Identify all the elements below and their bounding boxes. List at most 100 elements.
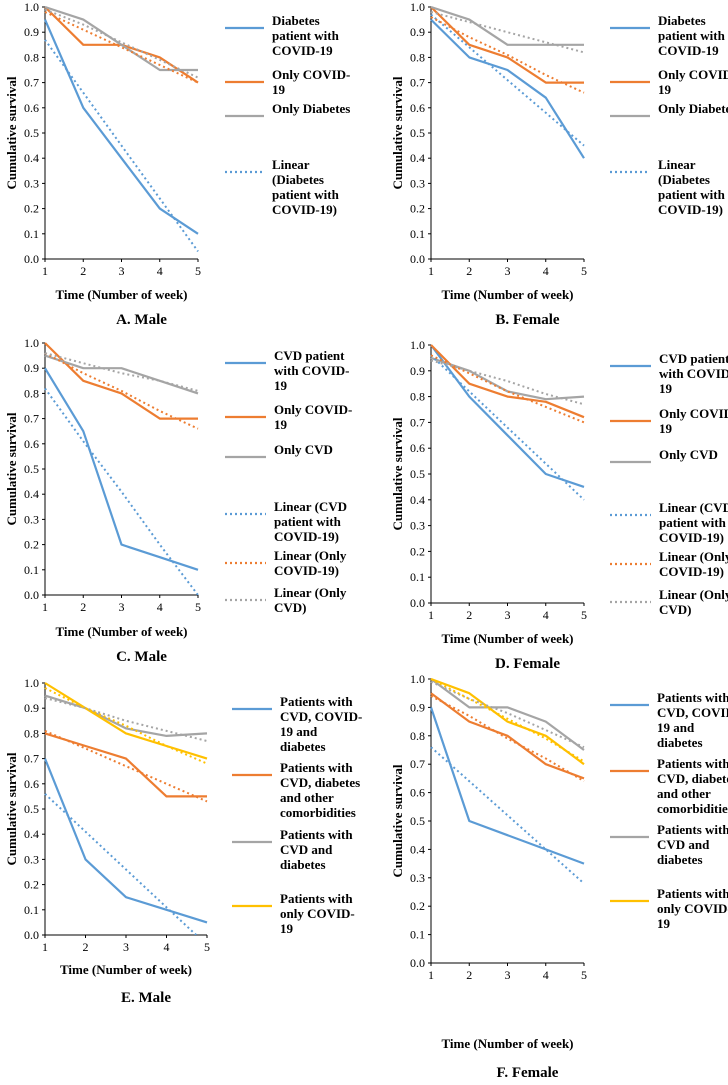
legend-label: Patients with (280, 827, 353, 842)
legend-label: CVD, COVID- (657, 705, 728, 720)
y-tick-label: 0.0 (24, 252, 39, 266)
trendline-8 (430, 678, 585, 763)
plot-area (430, 5, 585, 159)
legend-label: Linear (Only (274, 585, 347, 600)
trendline-8 (44, 687, 208, 765)
x-axis-title: Time (Number of week) (60, 962, 192, 977)
x-tick-label: 2 (466, 264, 472, 278)
y-tick-label: 0.3 (24, 512, 39, 526)
y-tick-label: 0.7 (24, 412, 39, 426)
y-tick-label: 0.4 (410, 493, 425, 507)
y-tick-label: 0.3 (410, 519, 425, 533)
y-tick-label: 1.0 (410, 0, 425, 14)
series-line-4 (430, 677, 585, 766)
series-line-3 (430, 356, 585, 401)
legend-label: 19 (274, 417, 288, 432)
x-tick-label: 3 (505, 968, 511, 982)
series-line-3 (44, 694, 208, 738)
trendline-5 (44, 11, 199, 84)
legend-label: diabetes (280, 739, 326, 754)
legend-label: COVID-19) (272, 202, 337, 217)
legend-label: Patients with (657, 690, 728, 705)
legend-label: 19 (659, 381, 673, 396)
y-tick-label: 0.0 (24, 588, 39, 602)
x-tick-label: 1 (42, 600, 48, 614)
y-tick-label: 0.1 (410, 928, 425, 942)
chart-caption: C. Male (116, 649, 167, 665)
legend-label: Linear (Only (659, 549, 728, 564)
series-line-1 (430, 18, 585, 159)
y-tick-label: 0.3 (410, 871, 425, 885)
y-tick-label: 0.7 (410, 415, 425, 429)
legend-label: with COVID- (274, 363, 349, 378)
legend-label: CVD and (657, 837, 710, 852)
trendline-5 (430, 746, 585, 885)
y-tick-label: 0.7 (410, 76, 425, 90)
chart-panel-1: 0.0 0.1 0.2 0.3 0.4 0.5 0.6 0.7 0.8 0.9 1.0 1 2 3 4 5 Ti… (4, 0, 350, 328)
y-tick-label: 0.1 (24, 227, 39, 241)
chart-caption: E. Male (121, 990, 171, 1006)
y-tick-label: 1.0 (24, 336, 39, 350)
legend-label: patient with (274, 514, 342, 529)
y-axis-title: Cumulative survival (4, 76, 19, 189)
y-tick-label: 0.1 (410, 227, 425, 241)
x-tick-label: 5 (581, 608, 587, 622)
x-tick-label: 5 (195, 264, 201, 278)
y-tick-label: 0.6 (24, 777, 39, 791)
y-tick-label: 0.2 (410, 544, 425, 558)
legend-label: Only COVID- (274, 402, 352, 417)
y-tick-label: 0.5 (410, 126, 425, 140)
legend-label: patient with (272, 187, 340, 202)
series-line-3 (44, 5, 198, 72)
trendline-4 (44, 39, 199, 252)
y-axis-title: Cumulative survival (4, 752, 19, 865)
legend-label: CVD and (280, 842, 333, 857)
x-tick-label: 4 (157, 264, 163, 278)
legend-label: only COVID- (280, 906, 355, 921)
legend-label: 19 and (280, 724, 318, 739)
x-tick-label: 2 (466, 968, 472, 982)
legend-label: (Diabetes (272, 172, 324, 187)
y-tick-label: 0.2 (24, 538, 39, 552)
trendline-6 (430, 11, 585, 54)
y-tick-label: 0.5 (24, 126, 39, 140)
legend-label: 19 (659, 421, 673, 436)
y-tick-label: 0.9 (410, 25, 425, 39)
chart-panel-5: 0.0 0.1 0.2 0.3 0.4 0.5 0.6 0.7 0.8 0.9 1.0 1 2 3 4 5 Ti… (4, 676, 362, 1006)
y-axis-title: Cumulative survival (390, 417, 405, 530)
y-tick-label: 0.6 (24, 437, 39, 451)
legend-label: COVID-19) (659, 530, 724, 545)
x-tick-label: 1 (428, 264, 434, 278)
plot-area (44, 342, 199, 595)
legend-label: Linear (658, 157, 696, 172)
x-tick-label: 1 (42, 940, 48, 954)
y-tick-label: 0.8 (24, 726, 39, 740)
x-tick-label: 3 (123, 940, 129, 954)
y-tick-label: 0.2 (410, 202, 425, 216)
y-tick-label: 0.9 (410, 700, 425, 714)
x-tick-label: 4 (543, 264, 549, 278)
legend-label: Patients with (657, 756, 728, 771)
chart-panel-6: 0.0 0.1 0.2 0.3 0.4 0.5 0.6 0.7 0.8 0.9 1.0 1 2 3 4 5 Ti… (390, 672, 728, 1081)
legend-label: Patients with (280, 760, 353, 775)
series-line-3 (430, 678, 585, 751)
legend-label: Linear (CVD (274, 499, 347, 514)
legend-label: 19 (657, 916, 671, 931)
x-axis-title: Time (Number of week) (441, 287, 573, 302)
legend-label: Linear (272, 157, 310, 172)
x-axis-title: Time (Number of week) (441, 631, 573, 646)
legend-label: 19 (274, 378, 288, 393)
x-tick-label: 1 (428, 968, 434, 982)
plot-area (43, 5, 199, 252)
legend-label: Patients with (657, 822, 728, 837)
y-tick-label: 0.5 (410, 467, 425, 481)
chart-caption: D. Female (495, 656, 560, 672)
y-tick-label: 0.9 (24, 25, 39, 39)
y-tick-label: 0.6 (410, 101, 425, 115)
x-tick-label: 3 (119, 264, 125, 278)
x-tick-label: 5 (581, 968, 587, 982)
legend-label: COVID-19 (272, 43, 333, 58)
legend-label: (Diabetes (658, 172, 710, 187)
